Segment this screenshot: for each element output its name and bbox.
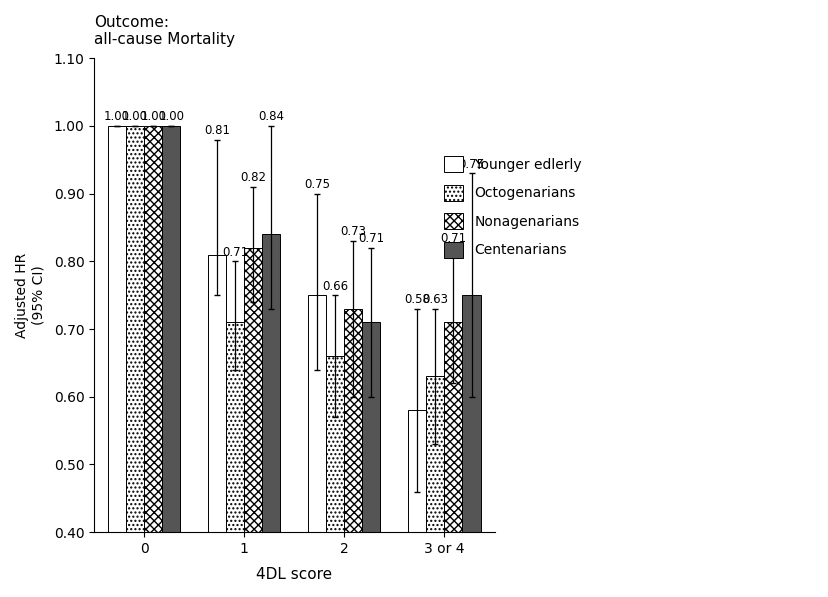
Bar — [262, 234, 280, 532]
Bar — [308, 296, 326, 532]
X-axis label: 4DL score: 4DL score — [256, 567, 332, 582]
Bar — [344, 309, 362, 532]
Legend: Younger edlerly, Octogenarians, Nonagenarians, Centenarians: Younger edlerly, Octogenarians, Nonagena… — [438, 150, 587, 263]
Text: 0.73: 0.73 — [340, 225, 366, 238]
Text: 0.66: 0.66 — [322, 279, 348, 293]
Text: 0.81: 0.81 — [204, 124, 230, 137]
Text: 1.00: 1.00 — [122, 110, 148, 123]
Bar — [126, 126, 144, 532]
Text: 0.71: 0.71 — [358, 232, 384, 245]
Text: 0.63: 0.63 — [422, 293, 448, 306]
Bar — [144, 126, 162, 532]
Bar — [226, 322, 244, 532]
Bar — [444, 322, 462, 532]
Text: 1.00: 1.00 — [104, 110, 130, 123]
Text: 0.75: 0.75 — [458, 158, 484, 171]
Text: 0.58: 0.58 — [404, 293, 430, 306]
Text: 0.71: 0.71 — [440, 232, 466, 245]
Text: 0.71: 0.71 — [222, 246, 248, 259]
Bar — [326, 356, 344, 532]
Text: 1.00: 1.00 — [158, 110, 184, 123]
Bar — [408, 410, 426, 532]
Text: 0.84: 0.84 — [258, 110, 284, 123]
Y-axis label: Adjusted HR
(95% CI): Adjusted HR (95% CI) — [15, 253, 46, 338]
Text: 0.75: 0.75 — [304, 178, 330, 191]
Text: 0.82: 0.82 — [240, 171, 266, 184]
Bar — [362, 322, 380, 532]
Bar — [244, 248, 262, 532]
Bar — [426, 377, 444, 532]
Bar — [162, 126, 180, 532]
Bar — [208, 254, 226, 532]
Bar — [108, 126, 126, 532]
Bar — [462, 296, 480, 532]
Text: 1.00: 1.00 — [140, 110, 166, 123]
Text: Outcome:
all-cause Mortality: Outcome: all-cause Mortality — [94, 15, 235, 47]
